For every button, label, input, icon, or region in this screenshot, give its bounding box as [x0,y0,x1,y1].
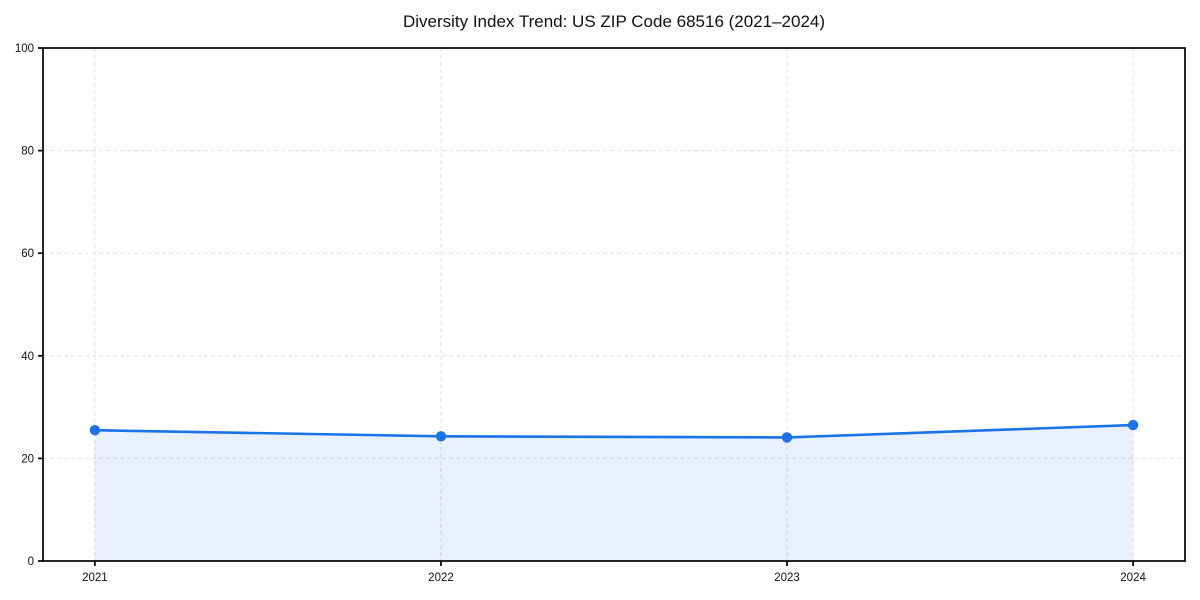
trend-line [93,423,1135,439]
area-fill [94,425,1134,561]
y-tick-label: 20 [21,453,34,465]
x-tick-label: 2024 [1120,572,1146,584]
chart-title: Diversity Index Trend: US ZIP Code 68516… [402,12,826,31]
data-point-marker [1127,419,1139,431]
x-tick-label: 2023 [774,572,800,584]
y-tick-label: 100 [15,43,34,55]
x-tick-label: 2022 [428,572,454,584]
plot-border [42,47,1186,562]
x-tick-label: 2021 [82,572,108,584]
data-point-marker [89,425,101,436]
y-tick-label: 60 [21,248,34,260]
y-tick-label: 0 [28,556,34,568]
data-point-marker [435,431,447,442]
y-tick-label: 40 [21,351,34,363]
y-tick-label: 80 [21,146,34,158]
data-point-marker [781,432,793,443]
